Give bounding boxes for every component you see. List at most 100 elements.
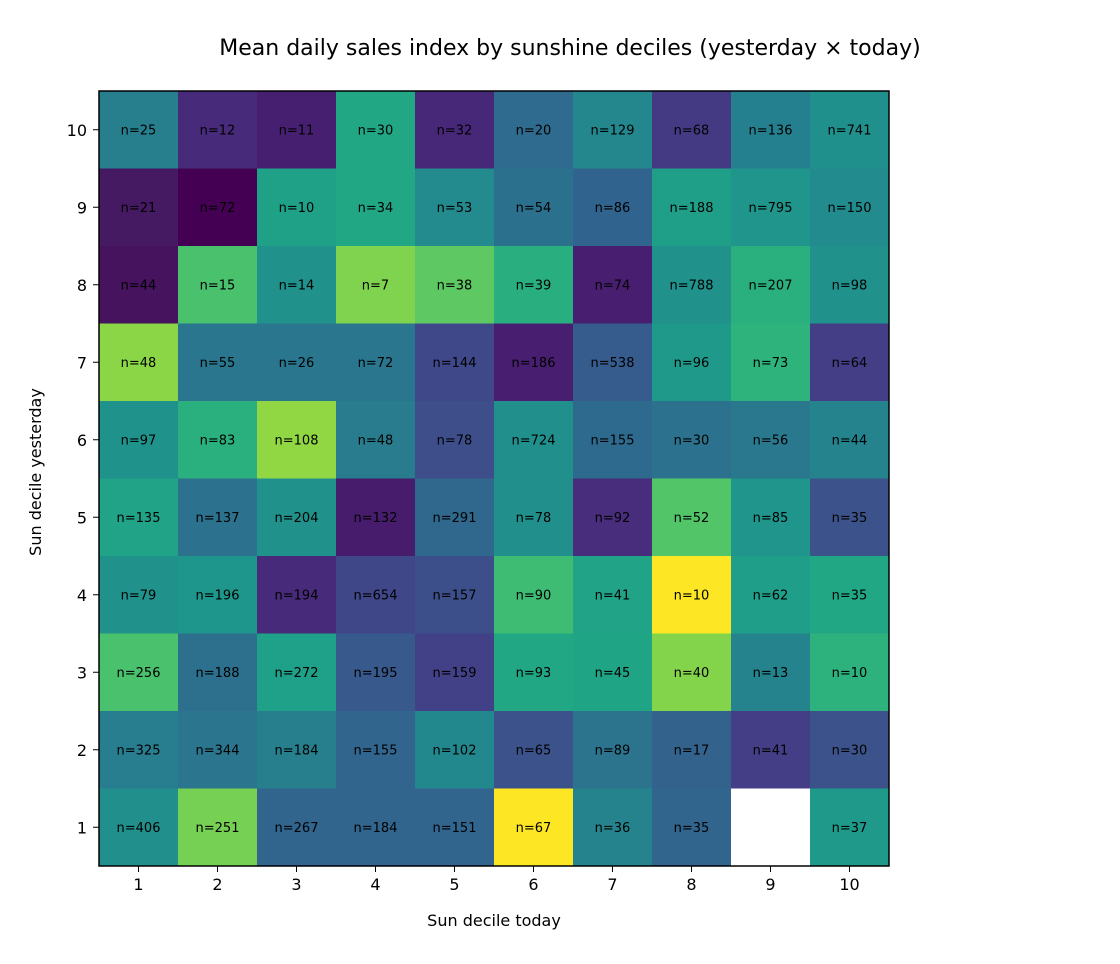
cell-label: n=188	[196, 666, 240, 681]
x-axis-label: Sun decile today	[427, 911, 561, 930]
x-tick-label: 5	[449, 875, 459, 894]
cell-label: n=92	[595, 511, 631, 526]
heatmap-cell	[810, 711, 890, 789]
heatmap-cell	[810, 788, 890, 867]
chart-title: Mean daily sales index by sunshine decil…	[219, 36, 920, 61]
y-tick-label: 3	[77, 663, 87, 682]
y-tick-label: 4	[77, 586, 87, 605]
heatmap-cell	[810, 168, 890, 247]
cell-label: n=93	[516, 666, 552, 681]
cell-label: n=83	[200, 433, 236, 448]
heatmap-cell	[415, 556, 495, 634]
heatmap-cell	[810, 556, 890, 634]
heatmap-cell	[494, 711, 574, 789]
heatmap-cell	[494, 323, 574, 402]
y-tick-label: 2	[77, 741, 87, 760]
cell-label: n=55	[200, 356, 236, 371]
heatmap-cell	[336, 323, 416, 402]
heatmap-cell	[494, 246, 574, 324]
heatmap-cell	[573, 401, 653, 479]
cell-label: n=68	[674, 123, 710, 138]
heatmap-cell	[257, 91, 337, 169]
heatmap-cell	[178, 246, 258, 324]
cell-label: n=36	[595, 821, 631, 836]
heatmap-cell	[731, 478, 811, 557]
cell-label: n=72	[200, 201, 236, 216]
heatmap-cell	[810, 633, 890, 712]
cell-label: n=538	[591, 356, 635, 371]
cell-label: n=45	[595, 666, 631, 681]
cell-label: n=184	[354, 821, 398, 836]
heatmap-cell	[336, 401, 416, 479]
heatmap-cell	[99, 633, 179, 712]
cell-label: n=30	[674, 433, 710, 448]
heatmap-cell	[99, 478, 179, 557]
cell-label: n=62	[753, 588, 789, 603]
cell-label: n=35	[832, 511, 868, 526]
plot-frame	[98, 90, 890, 867]
heatmap-cell	[573, 478, 653, 557]
y-tick-label: 9	[77, 198, 87, 217]
cell-label: n=196	[196, 588, 240, 603]
cell-label: n=15	[200, 278, 236, 293]
heatmap-cell	[99, 711, 179, 789]
cell-label: n=26	[279, 356, 315, 371]
heatmap-cell	[810, 401, 890, 479]
heatmap-cell	[573, 788, 653, 867]
heatmap-cell	[415, 91, 495, 169]
cell-label: n=10	[832, 666, 868, 681]
heatmap-cell	[573, 556, 653, 634]
cell-label: n=98	[832, 278, 868, 293]
cell-label: n=40	[674, 666, 710, 681]
cell-label: n=137	[196, 511, 240, 526]
heatmap-cell	[336, 168, 416, 247]
heatmap-cell	[415, 246, 495, 324]
cell-label: n=48	[358, 433, 394, 448]
heatmap-cell	[731, 168, 811, 247]
cell-label: n=96	[674, 356, 710, 371]
cell-label: n=102	[433, 743, 477, 758]
cell-label: n=204	[275, 511, 319, 526]
x-tick-label: 4	[370, 875, 380, 894]
cell-label: n=44	[121, 278, 157, 293]
heatmap-cell	[415, 478, 495, 557]
cell-label: n=344	[196, 743, 240, 758]
cell-label: n=108	[275, 433, 319, 448]
heatmap-cell	[336, 633, 416, 712]
heatmap-cell	[573, 91, 653, 169]
heatmap-cell	[99, 323, 179, 402]
cell-label: n=35	[674, 821, 710, 836]
cell-label: n=159	[433, 666, 477, 681]
cell-label: n=97	[121, 433, 157, 448]
heatmap-cell	[652, 788, 732, 867]
cell-label: n=195	[354, 666, 398, 681]
cell-label: n=256	[117, 666, 161, 681]
heatmap-cell	[652, 401, 732, 479]
cell-label: n=325	[117, 743, 161, 758]
heatmap-cell	[257, 556, 337, 634]
heatmap-cell	[178, 788, 258, 867]
x-tick-label: 9	[765, 875, 775, 894]
y-tick-label: 5	[77, 508, 87, 527]
cell-label: n=186	[512, 356, 556, 371]
cell-label: n=135	[117, 511, 161, 526]
heatmap-cell	[810, 246, 890, 324]
cell-label: n=184	[275, 743, 319, 758]
heatmap-cell	[731, 246, 811, 324]
cell-label: n=32	[437, 123, 473, 138]
heatmap-cell	[731, 401, 811, 479]
cell-label: n=41	[753, 743, 789, 758]
cell-label: n=20	[516, 123, 552, 138]
heatmap-cell	[652, 556, 732, 634]
cell-label: n=30	[832, 743, 868, 758]
cell-label: n=35	[832, 588, 868, 603]
heatmap-cell	[336, 91, 416, 169]
heatmap-cell	[573, 168, 653, 247]
cell-label: n=13	[753, 666, 789, 681]
cell-label: n=21	[121, 201, 157, 216]
heatmap-cell	[257, 633, 337, 712]
heatmap-cell	[415, 323, 495, 402]
heatmap-cell	[257, 168, 337, 247]
cell-label: n=86	[595, 201, 631, 216]
